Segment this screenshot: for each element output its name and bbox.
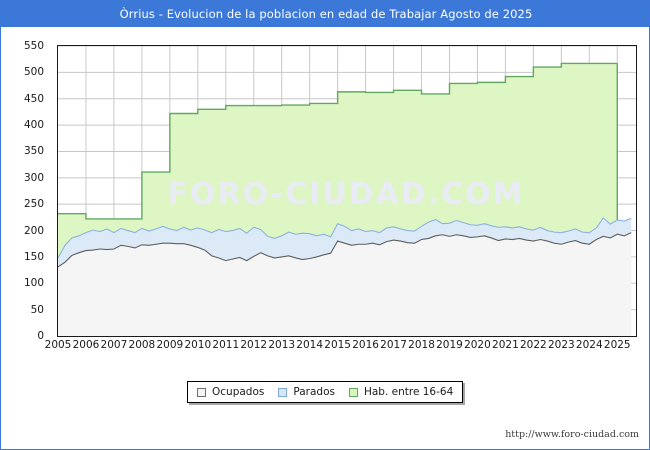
x-axis-tick-label: 2016	[352, 339, 379, 351]
x-axis-tick-label: 2010	[184, 339, 212, 351]
y-axis-tick-label: 100	[23, 277, 44, 290]
x-axis-labels: 2005 2006 2007 2008 2009 2010 2011 2012 2013 2014…	[45, 339, 637, 355]
y-axis-tick-label: 200	[23, 224, 44, 237]
x-axis-tick-label: 2008	[128, 339, 156, 351]
legend-label: Parados	[293, 386, 335, 398]
x-axis-tick-label: 2011	[212, 339, 240, 351]
x-axis-tick-label: 2006	[72, 339, 100, 351]
y-axis-tick-label: 250	[23, 198, 44, 211]
y-axis-tick-label: 350	[23, 145, 44, 158]
chart-svg	[58, 46, 636, 336]
plot-canvas	[58, 46, 636, 336]
y-axis-tick-label: 50	[30, 303, 44, 316]
x-axis-tick-label: 2014	[296, 339, 324, 351]
x-axis-tick-label: 2013	[268, 339, 296, 351]
y-axis-tick-label: 0	[37, 330, 44, 342]
legend-swatch-icon	[278, 387, 288, 397]
y-axis-tick-label: 300	[23, 171, 44, 184]
x-axis-tick-label: 2005	[44, 339, 72, 351]
legend-label: Ocupados	[212, 386, 265, 398]
legend-item[interactable]: Hab. entre 16-64	[348, 386, 454, 398]
series-line-parados	[58, 217, 632, 259]
window-title-bar: Òrrius - Evolucion de la poblacion en ed…	[1, 1, 649, 27]
x-axis-tick-label: 2018	[408, 339, 435, 351]
x-axis-tick-label: 2015	[324, 339, 351, 351]
y-axis-labels: 0 50 100 150 200 250 300 350 400 450 500 550	[1, 40, 51, 342]
chart-legend: Ocupados Parados Hab. entre 16-64	[187, 381, 464, 403]
x-axis-tick-label: 2024	[575, 339, 603, 351]
series-line-hab	[58, 62, 618, 220]
x-axis-tick-label: 2025	[603, 339, 631, 351]
legend-swatch-icon	[197, 387, 206, 397]
y-axis-tick-label: 150	[23, 250, 44, 263]
x-axis-tick-label: 2021	[492, 339, 519, 351]
y-axis-tick-label: 500	[23, 66, 44, 79]
y-axis-tick-label: 550	[23, 40, 44, 52]
x-axis-tick-label: 2007	[100, 339, 128, 351]
plot-frame	[57, 45, 637, 337]
legend-swatch-icon	[348, 387, 358, 397]
x-axis-tick-label: 2019	[436, 339, 463, 351]
legend-item[interactable]: Ocupados	[197, 386, 264, 398]
legend-label: Hab. entre 16-64	[363, 386, 454, 398]
x-axis-tick-label: 2020	[464, 339, 491, 351]
x-axis-tick-label: 2012	[240, 339, 268, 351]
series-area-ocupados	[58, 232, 632, 336]
x-axis-tick-label: 2022	[519, 339, 547, 351]
series-line-ocupados	[58, 232, 632, 268]
footer-url: http://www.foro-ciudad.com	[505, 429, 639, 440]
x-axis-tick-label: 2009	[156, 339, 184, 351]
y-axis-tick-label: 450	[23, 92, 44, 105]
page-title: Òrrius - Evolucion de la poblacion en ed…	[119, 7, 533, 21]
y-axis-tick-label: 400	[23, 119, 44, 132]
x-axis-tick-label: 2023	[547, 339, 575, 351]
plot-area-wrapper: 0 50 100 150 200 250 300 350 400 450 500 550 FORO-C…	[1, 27, 649, 449]
legend-item[interactable]: Parados	[278, 386, 335, 398]
x-axis-tick-label: 2017	[380, 339, 407, 351]
